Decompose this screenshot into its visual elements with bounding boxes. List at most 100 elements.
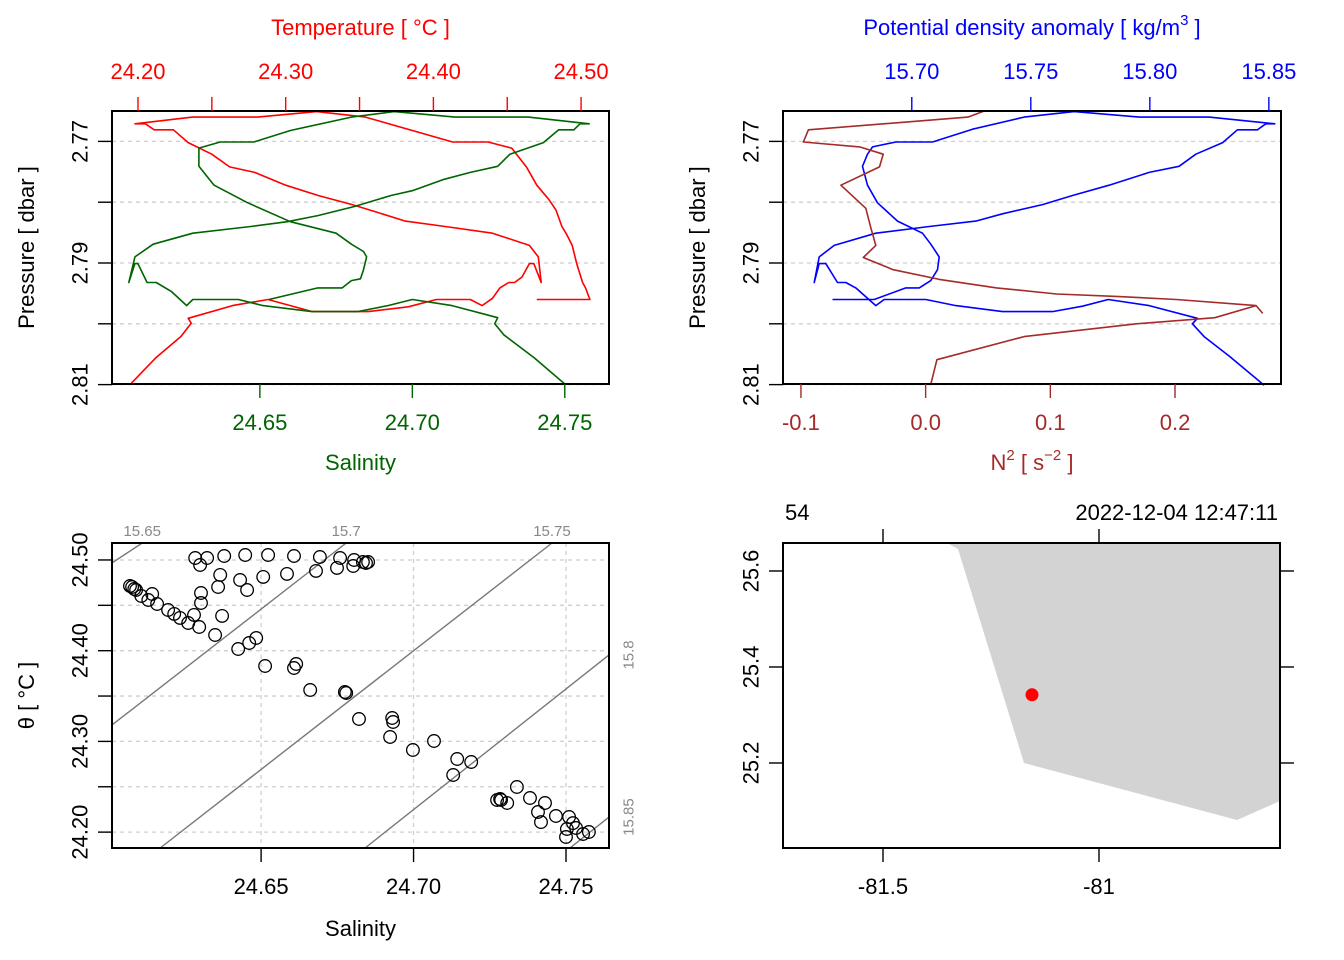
data-point — [509, 780, 524, 794]
y-tick-label: 2.79 — [739, 242, 764, 285]
data-point — [258, 659, 273, 673]
density-axis-label: Potential density anomaly [ kg/m3 ] — [863, 12, 1200, 40]
data-point — [280, 566, 294, 581]
data-point — [352, 712, 366, 726]
top-tick-label: 24.30 — [258, 59, 313, 84]
data-point — [261, 548, 276, 562]
station-marker — [1025, 688, 1039, 702]
plot-frame — [782, 110, 1282, 385]
data-point — [386, 715, 401, 729]
bottom-tick-label: 0.2 — [1160, 410, 1191, 435]
isopycnal-label: 15.75 — [533, 523, 571, 540]
data-point — [240, 583, 255, 597]
isopycnal-label: 15.85 — [621, 798, 638, 836]
temperature-line — [130, 110, 591, 385]
isopycnal-lines: 15.65 15.7 15.75 15.8 15.85 — [111, 523, 638, 849]
temperature-salinity-profile-panel: 2.77 2.79 2.81 24.20 24.30 24.40 24.50 24.65 24.… — [14, 15, 610, 475]
data-point — [361, 555, 376, 569]
data-point — [213, 567, 228, 582]
density-label-end: ] — [1188, 15, 1200, 40]
y-tick-label: 2.81 — [739, 363, 764, 406]
data-point — [249, 631, 264, 645]
data-point — [233, 573, 248, 587]
data-point — [450, 752, 465, 766]
station-map-panel: -81.5 -81 25.2 25.4 25.6 54 2022-12-04 12:47… — [739, 500, 1294, 899]
series-group — [802, 110, 1276, 386]
data-point — [211, 580, 226, 594]
y-tick-label: 2.77 — [739, 120, 764, 163]
scatter-points — [123, 548, 596, 844]
x-tick-label: -81 — [1083, 874, 1115, 899]
data-point — [309, 563, 323, 578]
top-tick-label: 15.80 — [1122, 59, 1177, 84]
data-point — [464, 755, 479, 769]
data-point — [581, 825, 596, 839]
y-tick-label: 2.81 — [68, 363, 93, 406]
data-point — [208, 628, 223, 642]
top-tick-label: 15.85 — [1241, 59, 1296, 84]
n2-axis-label: N2 [ s−2 ] — [991, 447, 1074, 475]
data-point — [242, 636, 257, 650]
data-point — [538, 796, 552, 810]
temperature-axis-label: Temperature [ °C ] — [271, 15, 450, 40]
isopycnal-line — [111, 542, 143, 564]
station-number: 54 — [785, 500, 809, 525]
top-tick-label: 24.50 — [554, 59, 609, 84]
data-point — [346, 559, 361, 573]
data-point — [141, 593, 156, 607]
theta-axis-label: θ [ °C ] — [14, 662, 39, 729]
salinity-axis-label: Salinity — [325, 916, 396, 941]
y-tick-label: 24.40 — [68, 623, 93, 678]
data-point — [215, 608, 230, 623]
axis-ticks: 24.65 24.70 24.75 24.20 24.30 24.40 24.50 — [68, 532, 594, 899]
data-point — [192, 620, 207, 634]
data-point — [337, 685, 352, 699]
bottom-tick-label: 0.1 — [1035, 410, 1066, 435]
top-tick-label: 15.75 — [1003, 59, 1058, 84]
grid — [112, 140, 609, 386]
data-point — [289, 657, 304, 671]
data-point — [173, 610, 187, 625]
pressure-axis-label: Pressure [ dbar ] — [685, 166, 710, 329]
isopycnal-line — [364, 654, 610, 849]
data-point — [287, 549, 301, 563]
data-point — [548, 809, 563, 823]
data-point — [188, 551, 203, 565]
data-point — [427, 734, 441, 748]
y-tick-label: 24.30 — [68, 714, 93, 769]
n2-label-text: N — [991, 450, 1007, 475]
data-point — [312, 550, 327, 564]
data-point — [339, 686, 354, 700]
n2-label-unit-sup: −2 — [1044, 447, 1061, 464]
isopycnal-line — [111, 542, 347, 726]
bottom-tick-label: 24.65 — [232, 410, 287, 435]
isopycnal-line — [159, 542, 553, 849]
bottom-tick-label: 24.70 — [385, 410, 440, 435]
n2-line — [802, 110, 1264, 386]
plot-frame — [111, 110, 610, 385]
land-group — [947, 543, 1280, 820]
bottom-tick-label: -0.1 — [782, 410, 820, 435]
axis-ticks: 2.77 2.79 2.81 15.70 15.75 15.80 15.85 -0.1 0.0 0… — [739, 59, 1297, 435]
data-point — [127, 582, 142, 596]
data-point — [330, 560, 344, 575]
bottom-tick-label: 24.75 — [537, 410, 592, 435]
station-datetime: 2022-12-04 12:47:11 — [1075, 500, 1278, 525]
y-tick-label: 24.20 — [68, 805, 93, 860]
station-group — [1025, 688, 1039, 702]
potential-density-anomaly-line — [813, 110, 1276, 386]
y-tick-label: 2.77 — [68, 120, 93, 163]
top-tick-label: 15.70 — [884, 59, 939, 84]
data-point — [531, 805, 545, 819]
x-tick-label: -81.5 — [858, 874, 908, 899]
n2-label-sup: 2 — [1006, 447, 1014, 464]
data-point — [200, 551, 215, 565]
data-point — [150, 597, 165, 611]
data-point — [194, 586, 208, 600]
data-point — [194, 596, 208, 610]
isopycnal-label: 15.65 — [123, 523, 161, 540]
salinity-axis-label: Salinity — [325, 450, 396, 475]
data-point — [238, 548, 253, 562]
data-point — [576, 827, 591, 841]
